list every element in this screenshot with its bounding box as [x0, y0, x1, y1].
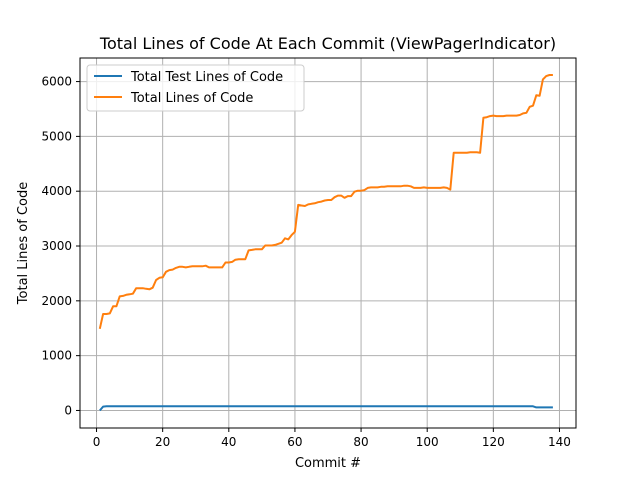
y-tick-label: 1000: [41, 349, 72, 363]
y-tick-label: 0: [64, 403, 72, 417]
y-axis-ticks: 0 1000 2000 3000 4000 5000 6000: [41, 75, 80, 417]
legend-box: [86, 64, 305, 112]
x-tick-label: 40: [221, 435, 236, 449]
grid-lines: [80, 58, 576, 428]
y-tick-label: 4000: [41, 184, 72, 198]
x-axis-label: Commit #: [295, 456, 361, 471]
y-tick-label: 5000: [41, 129, 72, 143]
x-tick-label: 120: [482, 435, 505, 449]
y-axis-label: Total Lines of Code: [16, 182, 31, 305]
x-tick-label: 80: [353, 435, 368, 449]
x-tick-label: 140: [548, 435, 571, 449]
y-tick-label: 6000: [41, 75, 72, 89]
chart-title: Total Lines of Code At Each Commit (View…: [99, 34, 556, 53]
series-lines: [98, 74, 553, 412]
x-tick-label: 60: [287, 435, 302, 449]
legend-label-test-loc: Total Test Lines of Code: [130, 70, 283, 85]
x-tick-label: 100: [416, 435, 439, 449]
y-tick-label: 2000: [41, 294, 72, 308]
x-tick-label: 20: [155, 435, 170, 449]
x-tick-label: 0: [93, 435, 101, 449]
legend: Total Test Lines of Code Total Lines of …: [86, 64, 305, 112]
legend-label-total-loc: Total Lines of Code: [130, 91, 253, 106]
series-line-total-loc: [98, 74, 553, 330]
y-tick-label: 3000: [41, 239, 72, 253]
series-line-test-loc: [99, 405, 553, 412]
plot-frame: [79, 57, 577, 429]
x-axis-ticks: 0 20 40 60 80 100 120 140: [93, 428, 571, 449]
